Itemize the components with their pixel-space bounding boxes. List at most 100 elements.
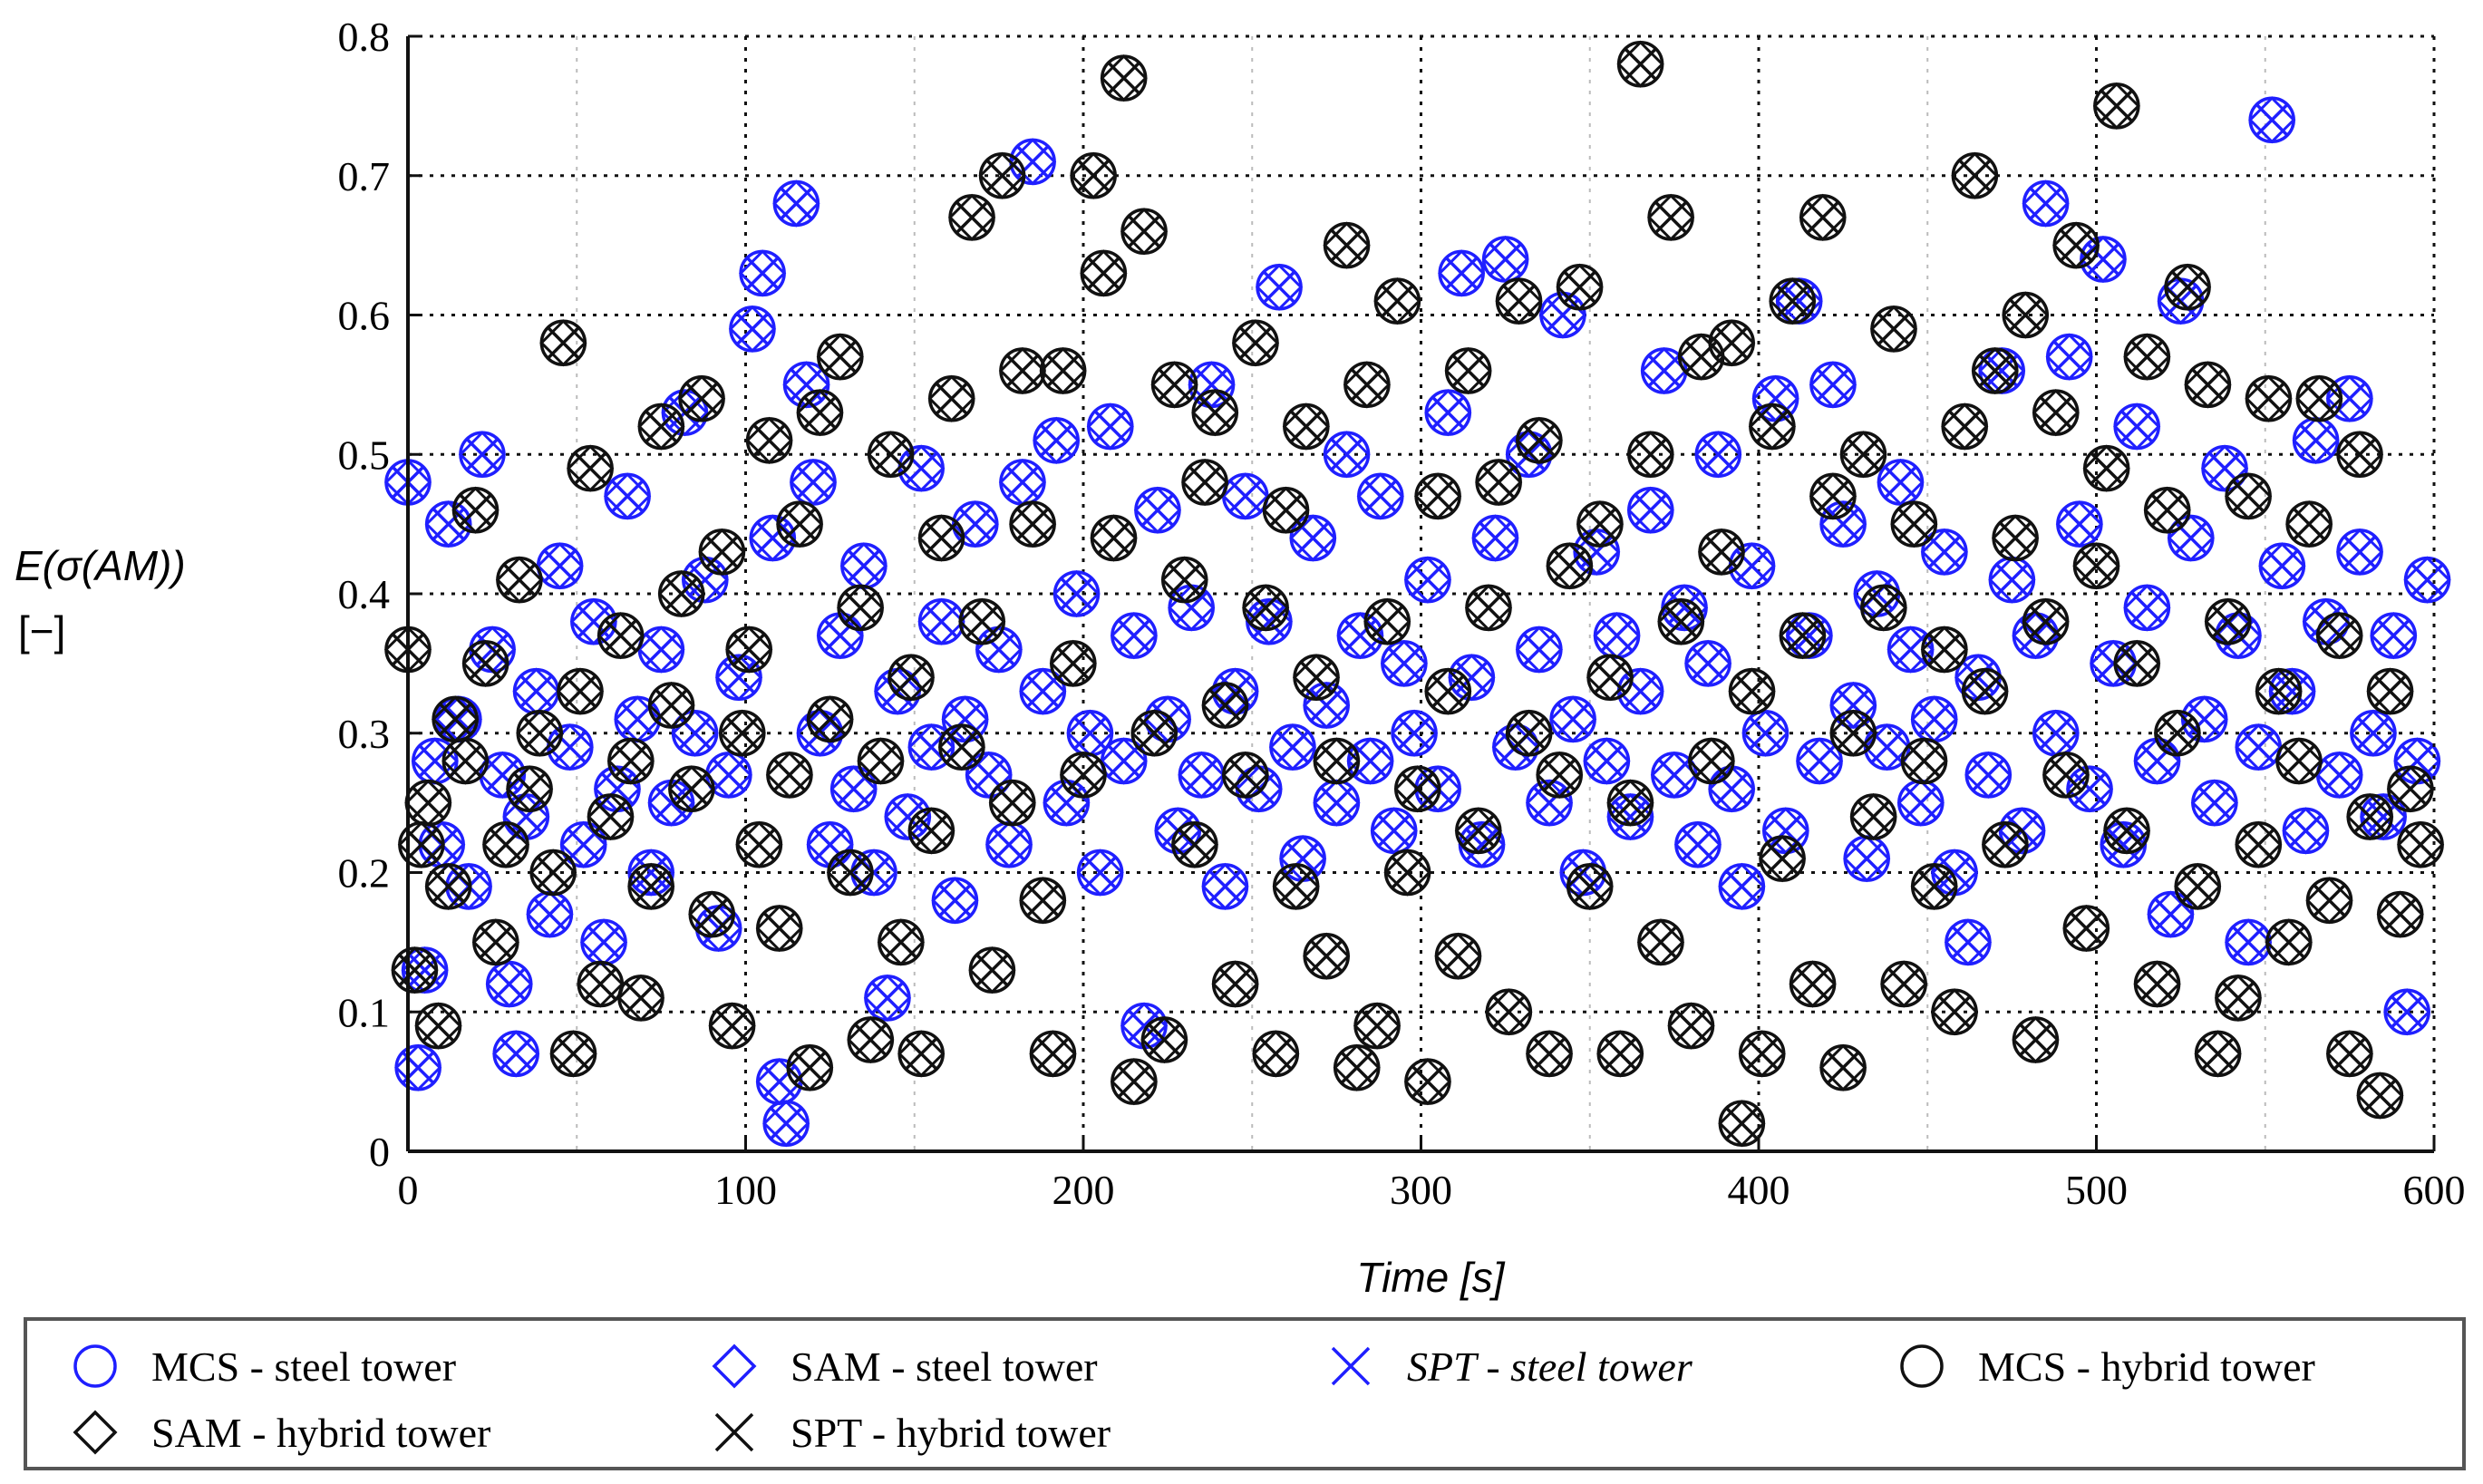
steel-point — [458, 431, 507, 479]
marker-x — [1521, 632, 1557, 667]
marker-x — [2008, 297, 2043, 333]
marker-diamond — [786, 1043, 834, 1091]
hybrid-point — [1009, 500, 1057, 548]
marker-diamond — [2100, 820, 2148, 868]
marker-x — [994, 785, 1031, 820]
steel-point — [2055, 500, 2103, 548]
marker-x — [2288, 813, 2323, 849]
marker-x — [1488, 241, 1523, 277]
marker-diamond — [627, 849, 675, 897]
hybrid-point — [414, 1002, 462, 1050]
hybrid-point — [2113, 639, 2161, 687]
marker-x — [2241, 827, 2276, 862]
marker-x — [1613, 799, 1648, 835]
marker-x — [1825, 506, 1861, 542]
marker-diamond — [1313, 737, 1361, 785]
marker-diamond — [2045, 333, 2093, 381]
steel-point — [739, 249, 787, 297]
marker-x — [478, 925, 514, 960]
marker-diamond — [2349, 709, 2398, 757]
marker-diamond — [1170, 820, 1219, 868]
hybrid-point — [2376, 890, 2424, 938]
hybrid-point — [2295, 374, 2343, 422]
marker-x — [431, 868, 466, 905]
hybrid-point — [1718, 1100, 1766, 1148]
marker-diamond — [1370, 807, 1418, 855]
marker-x — [566, 827, 601, 862]
hybrid-point — [529, 849, 577, 897]
steel-point — [1593, 612, 1641, 660]
hybrid-point — [1576, 500, 1625, 548]
marker-x — [1092, 409, 1129, 444]
hybrid-point — [1070, 151, 1118, 199]
steel-point — [1843, 835, 1891, 883]
steel-point — [1583, 737, 1631, 785]
marker-diamond — [1505, 431, 1553, 479]
hybrid-point — [826, 849, 875, 897]
marker-diamond — [2396, 820, 2445, 868]
marker-x — [572, 451, 608, 486]
marker-diamond — [1481, 235, 1529, 284]
marker-x — [1572, 868, 1607, 905]
hybrid-point — [1819, 1043, 1867, 1091]
steel-point — [2113, 403, 2161, 451]
marker-x — [1359, 1008, 1395, 1043]
hybrid-point — [2255, 667, 2303, 715]
marker-x — [1329, 228, 1364, 263]
marker-diamond — [495, 556, 544, 604]
marker-diamond — [1515, 626, 1563, 674]
steel-point — [485, 960, 533, 1008]
marker-x — [1589, 743, 1625, 779]
marker-diamond — [1981, 820, 2030, 868]
marker-diamond — [1964, 751, 2013, 799]
marker-diamond — [606, 737, 655, 785]
marker-x — [1643, 925, 1679, 960]
marker-diamond — [1090, 514, 1138, 562]
steel-point — [394, 1043, 442, 1091]
marker-diamond — [1718, 862, 1766, 910]
marker-diamond — [1684, 639, 1732, 687]
marker-x — [1065, 757, 1101, 793]
hybrid-point — [897, 1030, 946, 1078]
marker-x — [1666, 590, 1702, 626]
marker-x — [1349, 367, 1385, 403]
steel-point — [1390, 709, 1439, 757]
marker-diamond — [829, 765, 878, 813]
marker-x — [1531, 1036, 1567, 1072]
marker-diamond — [1829, 681, 1877, 730]
marker-diamond — [978, 151, 1026, 199]
marker-diamond — [2214, 612, 2263, 660]
hybrid-point — [1657, 597, 1705, 645]
marker-x — [836, 771, 871, 807]
marker-x — [1431, 674, 1466, 709]
marker-x — [1916, 702, 1952, 737]
hybrid-point — [1941, 403, 1989, 451]
hybrid-point — [1211, 960, 1259, 1008]
marker-diamond — [1080, 249, 1128, 297]
legend-entry: MCS - hybrid tower — [1900, 1343, 2315, 1390]
hybrid-point — [657, 569, 705, 618]
marker-diamond — [2065, 765, 2114, 813]
hybrid-point — [1799, 193, 1847, 241]
marker-diamond — [2190, 779, 2238, 827]
marker-diamond — [1694, 431, 1742, 479]
marker-x — [1893, 632, 1928, 667]
marker-x — [1724, 1106, 1760, 1141]
marker-x — [761, 910, 797, 946]
marker-diamond — [1336, 612, 1384, 660]
steel-point — [998, 458, 1047, 507]
hybrid-point — [404, 779, 452, 827]
hybrid-point — [1201, 681, 1249, 730]
marker-x — [1663, 604, 1699, 639]
marker-x — [2365, 799, 2401, 835]
marker-diamond — [1130, 709, 1178, 757]
marker-diamond — [877, 918, 925, 966]
marker-x — [1592, 660, 1628, 695]
steel-point — [627, 849, 675, 897]
marker-x — [812, 827, 848, 862]
marker-diamond — [1373, 277, 1421, 325]
marker-x — [2402, 827, 2439, 862]
steel-tower-points — [383, 96, 2451, 1148]
marker-diamond — [1282, 403, 1330, 451]
x-tick-label: 500 — [2065, 1167, 2128, 1213]
